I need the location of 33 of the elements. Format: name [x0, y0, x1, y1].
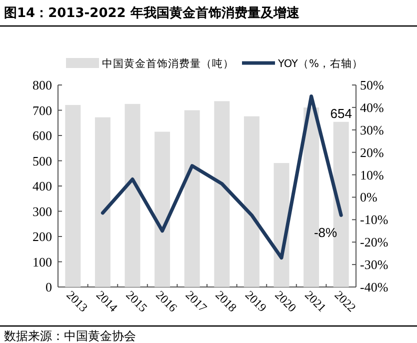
y2-tick-label: -30%: [360, 257, 388, 272]
bar: [214, 101, 230, 287]
y-tick-label: 700: [32, 102, 52, 118]
y2-tick-label: 30%: [360, 122, 384, 138]
legend-label: YOY（%，右轴）: [277, 57, 363, 70]
y-tick-label: 0: [46, 280, 52, 294]
bar: [184, 110, 200, 287]
y2-tick-label: 20%: [360, 144, 384, 160]
bar: [244, 116, 260, 287]
y2-tick-label: -20%: [360, 234, 388, 250]
y2-tick-label: 50%: [360, 78, 384, 92]
y-tick-label: 200: [32, 229, 52, 244]
y2-tick-label: 0%: [360, 190, 378, 205]
y-tick-label: 600: [32, 128, 52, 143]
bar: [154, 132, 170, 287]
chart-title: 图14：2013-2022 年我国黄金首饰消费量及增速: [4, 5, 300, 21]
bar: [94, 117, 110, 287]
y2-tick-label: 10%: [360, 167, 384, 182]
data-label: 654: [330, 106, 352, 121]
legend-label: 中国黄金首饰消费量（吨）: [102, 57, 234, 70]
y-tick-label: 100: [32, 254, 52, 270]
data-label: -8%: [314, 225, 338, 240]
x-tick-label: 2017: [182, 288, 210, 315]
y2-tick-label: -10%: [360, 212, 388, 228]
y-tick-label: 300: [32, 204, 52, 219]
bar: [65, 104, 81, 287]
y2-tick-label: -40%: [360, 280, 388, 294]
y-tick-label: 400: [32, 178, 52, 194]
bar: [124, 104, 140, 287]
y-tick-label: 800: [32, 78, 52, 92]
source-note: 数据来源：中国黄金协会: [4, 329, 136, 343]
y-tick-label: 500: [32, 153, 52, 168]
y2-tick-label: 40%: [360, 100, 384, 115]
